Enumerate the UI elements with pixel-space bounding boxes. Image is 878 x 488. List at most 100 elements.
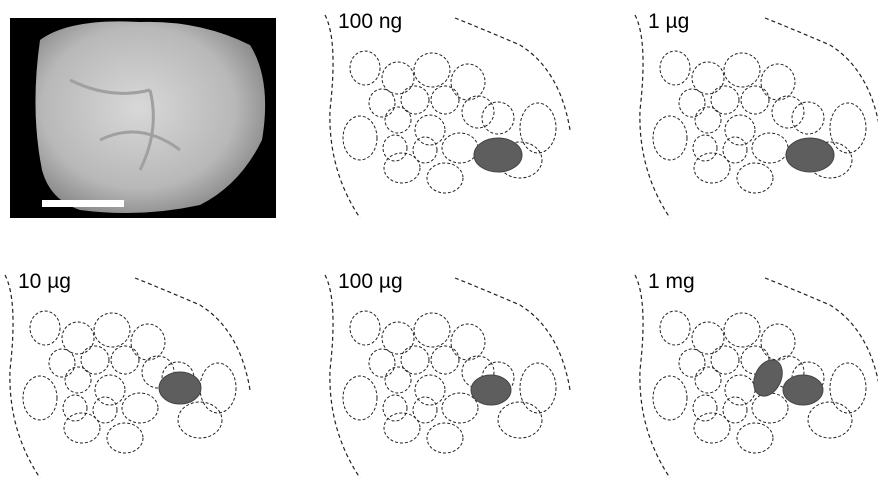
glomerulus [462,96,494,128]
glomerulus [49,349,75,377]
glomerulus [431,346,459,374]
glomerulus [808,402,852,438]
glomerulus [679,349,705,377]
tissue-edge [325,275,360,478]
glomerulus [385,107,411,133]
glomerulus [498,402,542,438]
glomerulus [427,423,463,453]
glomerulus [692,62,724,94]
dose-label: 1 mg [648,270,695,293]
figure: 100 ng 1 µg 10 µg 100 µg 1 mg [0,0,878,488]
glomerulus [401,86,429,114]
glomerulus [520,363,556,413]
glomerulus [94,313,130,347]
tissue-edge [5,275,40,478]
glomerulus [122,393,158,423]
activated-glomerulus [474,138,522,172]
dose-label: 100 µg [338,270,403,293]
glomerulus [451,64,485,100]
glomerulus [442,133,478,163]
glomerulus [711,346,739,374]
glomerulus [383,135,407,161]
glomerulus [695,107,721,133]
activated-glomerulus [748,355,788,400]
glomerulus [369,89,395,117]
glomerulus [761,64,795,100]
glomerulus [350,311,380,345]
glomerulus [178,402,222,438]
glomerulus [431,86,459,114]
glomerulus [131,324,165,360]
glomerulus [93,397,117,423]
glomerulus [63,395,87,421]
activated-glomerulus [471,375,511,405]
glomerulus [724,53,760,87]
glomerulus [442,393,478,423]
glomerulus [660,311,690,345]
dose-label: 1 µg [648,10,689,33]
glomerulus [694,413,730,443]
scale-bar [42,200,124,207]
glomerulus [725,115,755,145]
glomerulus [737,423,773,453]
glomerulus [343,376,377,420]
glomerulus [752,133,788,163]
glomerulus [830,363,866,413]
glomerulus [772,96,804,128]
panel: 100 ng [325,10,570,218]
glomerulus [694,153,730,183]
glomerulus [653,376,687,420]
glomerulus [737,163,773,193]
glomerulus [81,346,109,374]
glomerulus [752,393,788,423]
tissue-edge [635,275,670,478]
glomerulus [415,115,445,145]
glomerulus [414,313,450,347]
glomerulus [792,102,824,134]
glomerulus [382,62,414,94]
glomerulus [741,86,769,114]
glomerulus [95,375,125,405]
glomerulus [679,89,705,117]
glomerulus [415,375,445,405]
glomerulus [723,397,747,423]
glomerulus [761,324,795,360]
panel: 1 mg [635,270,878,478]
glomerulus [451,324,485,360]
glomerulus [695,367,721,393]
glomerulus [414,53,450,87]
activated-glomerulus [783,375,823,405]
glomerulus [350,51,380,85]
glomerulus [724,313,760,347]
glomerulus [383,395,407,421]
glomerulus [725,375,755,405]
glomerulus [384,153,420,183]
glomerulus [62,322,94,354]
glomerulus [520,103,556,153]
glomerulus [200,363,236,413]
panel: 100 µg [325,270,570,478]
glomerulus [369,349,395,377]
glomerulus [653,116,687,160]
panel: 10 µg [5,270,250,478]
glomerulus [384,413,420,443]
glomerulus [65,367,91,393]
glomerulus [723,137,747,163]
dose-label: 100 ng [338,10,402,33]
glomerulus [692,322,724,354]
glomerulus [693,395,717,421]
activated-glomerulus [159,372,201,404]
glomerulus [413,137,437,163]
glomerulus [30,311,60,345]
tissue-edge [765,18,878,130]
glomerulus [482,102,514,134]
glomerulus [382,322,414,354]
tissue-edge [325,15,360,218]
glomerulus [107,423,143,453]
dose-label: 10 µg [18,270,71,293]
glomerulus [711,86,739,114]
glomerulus [830,103,866,153]
glomerulus [660,51,690,85]
tissue-edge [635,15,670,218]
glomerulus [401,346,429,374]
